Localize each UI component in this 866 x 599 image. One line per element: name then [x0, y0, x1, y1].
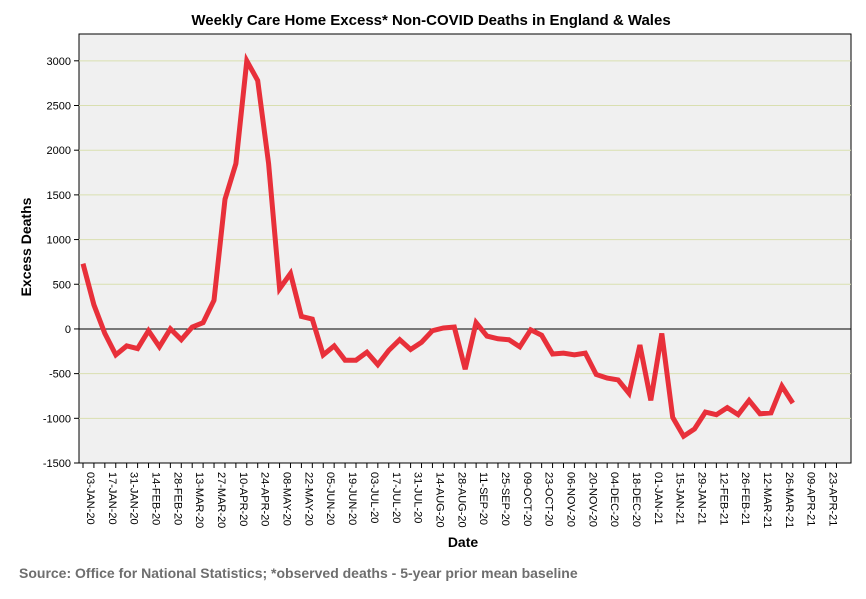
- chart-title: Weekly Care Home Excess* Non-COVID Death…: [191, 12, 670, 29]
- plot-area: [78, 33, 852, 464]
- x-tick-label: 24-APR-20: [259, 472, 271, 526]
- y-axis-label: Excess Deaths: [18, 197, 34, 296]
- x-tick-label: 03-JAN-20: [84, 472, 96, 525]
- x-tick-label: 14-FEB-20: [150, 472, 162, 525]
- gridlines: [79, 60, 851, 419]
- x-tick-label: 10-APR-20: [237, 472, 249, 526]
- source-note: Source: Office for National Statistics; …: [19, 565, 578, 581]
- x-tick-label: 04-DEC-20: [608, 472, 620, 527]
- x-tick-label: 20-NOV-20: [586, 472, 598, 527]
- x-tick-label: 06-NOV-20: [564, 472, 576, 527]
- y-tick-label: 500: [53, 279, 71, 291]
- x-tick-label: 12-MAR-21: [761, 472, 773, 528]
- x-tick-label: 22-MAY-20: [302, 472, 314, 526]
- x-tick-label: 13-MAR-20: [193, 472, 205, 528]
- x-tick-label: 12-FEB-21: [717, 472, 729, 525]
- x-tick-label: 29-JAN-21: [696, 472, 708, 525]
- y-tick-label: 2000: [47, 145, 71, 157]
- x-tick-label: 31-JUL-20: [412, 472, 424, 523]
- x-tick-label: 11-SEP-20: [477, 472, 489, 525]
- x-axis-label: Date: [448, 534, 479, 550]
- x-tick-label: 15-JAN-21: [674, 472, 686, 525]
- x-tick-label: 23-OCT-20: [543, 472, 555, 526]
- x-tick-label: 18-DEC-20: [630, 472, 642, 527]
- series-group: [80, 52, 795, 440]
- x-tick-label: 05-JUN-20: [324, 472, 336, 525]
- x-tick-label: 26-MAR-21: [783, 472, 795, 528]
- x-tick-label: 17-JAN-20: [106, 472, 118, 525]
- x-axis: 03-JAN-20 17-JAN-20 31-JAN-20 14-FEB-20 28-F…: [82, 463, 839, 528]
- x-tick-label: 14-AUG-20: [433, 472, 445, 528]
- y-tick-label: 1500: [47, 190, 71, 202]
- x-tick-label: 17-JUL-20: [390, 472, 402, 523]
- y-tick-label: 2500: [47, 101, 71, 113]
- x-tick-label: 09-OCT-20: [521, 472, 533, 526]
- y-tick-label: 0: [65, 324, 71, 336]
- y-tick-label: 3000: [47, 56, 71, 68]
- x-tick-label: 28-AUG-20: [455, 472, 467, 528]
- x-tick-label: 28-FEB-20: [171, 472, 183, 525]
- x-tick-label: 08-MAY-20: [281, 472, 293, 526]
- x-tick-label: 01-JAN-21: [652, 472, 664, 525]
- x-tick-label: 09-APR-21: [805, 472, 817, 526]
- x-tick-label: 19-JUN-20: [346, 472, 358, 525]
- x-tick-label: 31-JAN-20: [128, 472, 140, 525]
- x-tick-label: 25-SEP-20: [499, 472, 511, 526]
- y-tick-label: -500: [49, 369, 71, 381]
- x-tick-label: 23-APR-21: [827, 472, 839, 526]
- y-tick-label: 1000: [47, 235, 71, 247]
- x-tick-label: 26-FEB-21: [739, 472, 751, 525]
- y-tick-label: -1000: [43, 413, 71, 425]
- x-tick-label: 03-JUL-20: [368, 472, 380, 523]
- y-tick-label: -1500: [43, 458, 71, 470]
- series-line: [80, 52, 795, 440]
- x-tick-label: 27-MAR-20: [215, 472, 227, 528]
- y-axis: -1500 -1000 -500 0 500 1000 1500 2000 2500 3000: [43, 56, 79, 470]
